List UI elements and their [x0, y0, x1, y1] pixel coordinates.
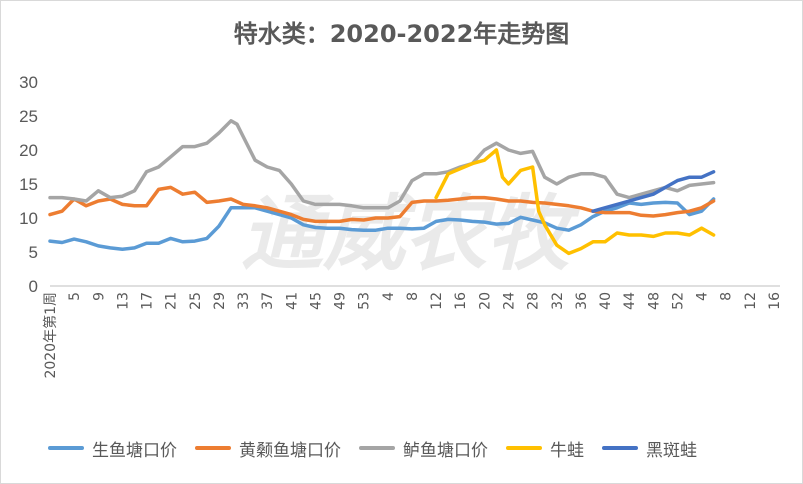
legend-swatch [506, 446, 542, 450]
legend-item-3: 鲈鱼塘口价 [359, 436, 488, 461]
y-tick-label: 5 [29, 243, 38, 262]
legend-swatch [359, 446, 395, 450]
y-tick-label: 15 [19, 175, 38, 194]
series-line-3 [48, 119, 716, 210]
y-tick-label: 10 [19, 209, 38, 228]
legend-item-4: 牛蛙 [506, 436, 584, 461]
chart-legend: 生鱼塘口价 黄颡鱼塘口价 鲈鱼塘口价 牛蛙 黑斑蛙 [48, 436, 715, 461]
legend-label: 生鱼塘口价 [92, 440, 177, 461]
x-tick-label: 44 [622, 292, 638, 310]
legend-swatch [195, 446, 231, 450]
legend-label: 黑斑蛙 [646, 440, 697, 461]
x-tick-label: 8 [405, 292, 421, 301]
x-tick-label: 16 [767, 292, 783, 310]
x-tick-label: 8 [719, 292, 735, 301]
legend-label: 黄颡鱼塘口价 [239, 440, 341, 461]
series-line-5 [591, 170, 716, 213]
legend-label: 鲈鱼塘口价 [403, 440, 488, 461]
series-line-4 [434, 148, 716, 256]
x-tick-label: 49 [333, 292, 349, 310]
y-tick-label: 30 [19, 73, 38, 92]
legend-item-5: 黑斑蛙 [602, 436, 697, 461]
x-tick-label: 41 [284, 292, 300, 310]
x-tick-label: 13 [115, 292, 131, 310]
legend-item-1: 生鱼塘口价 [48, 436, 177, 461]
x-tick-label: 5 [67, 292, 83, 301]
x-tick-label: 12 [743, 292, 759, 310]
x-tick-label: 53 [357, 292, 373, 310]
x-tick-label: 45 [308, 292, 324, 310]
x-tick-label: 4 [695, 292, 711, 301]
x-tick-label: 28 [526, 292, 542, 310]
x-tick-label: 24 [502, 292, 518, 310]
legend-swatch [602, 446, 638, 450]
y-tick-label: 0 [29, 277, 38, 296]
legend-swatch [48, 446, 84, 450]
x-tick-label: 33 [236, 292, 252, 310]
x-tick-label: 37 [260, 292, 276, 310]
x-tick-label: 4 [381, 292, 397, 301]
series-line-2 [48, 185, 716, 224]
x-tick-label: 20 [477, 292, 493, 310]
x-tick-label: 21 [164, 292, 180, 310]
x-tick-label: 25 [188, 292, 204, 310]
x-tick-label: 36 [574, 292, 590, 310]
x-tick-label: 29 [212, 292, 228, 310]
x-tick-label: 52 [670, 292, 686, 310]
x-tick-label: 48 [646, 292, 662, 310]
x-tick-label: 9 [91, 292, 107, 301]
legend-item-2: 黄颡鱼塘口价 [195, 436, 341, 461]
chart-title: 特水类：2020-2022年走势图 [233, 20, 570, 48]
y-tick-label: 20 [19, 141, 38, 160]
x-tick-label: 40 [598, 292, 614, 310]
x-tick-label: 32 [550, 292, 566, 310]
y-tick-label: 25 [19, 107, 38, 126]
x-tick-label: 2020年第1周 [42, 292, 59, 379]
x-tick-label: 16 [453, 292, 469, 310]
x-tick-label: 12 [429, 292, 445, 310]
x-tick-label: 17 [140, 292, 156, 310]
legend-label: 牛蛙 [550, 440, 584, 461]
